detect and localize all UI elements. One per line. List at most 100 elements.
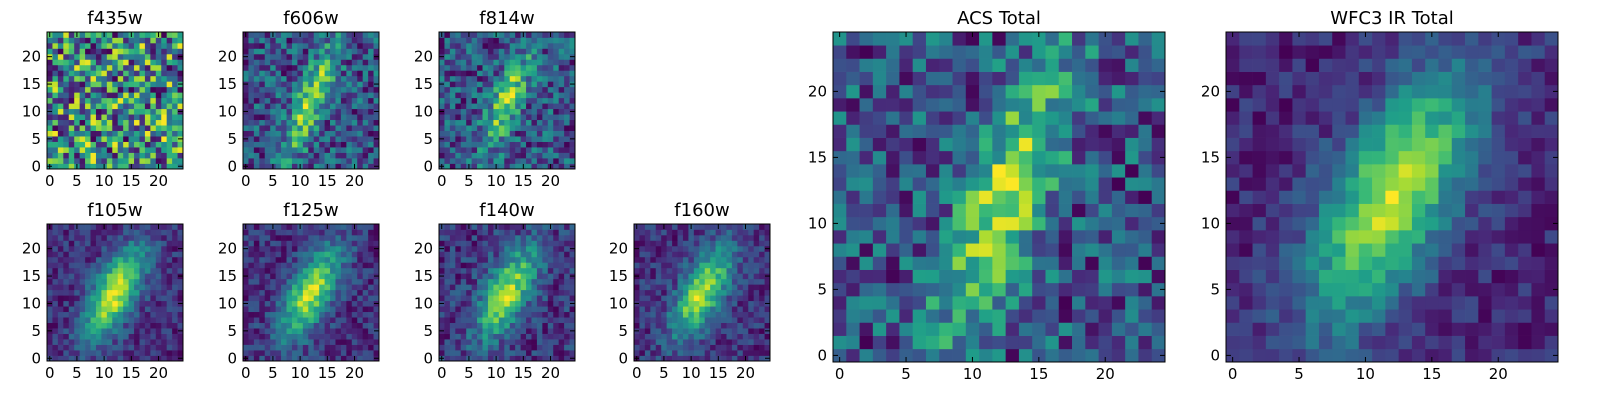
heatmap-cell (536, 355, 543, 362)
heatmap-cell (90, 114, 97, 121)
heatmap-cell (833, 203, 847, 218)
heatmap-cell (128, 295, 135, 302)
heatmap-cell (449, 311, 456, 318)
heatmap-cell (471, 306, 478, 313)
heatmap-cell (308, 163, 315, 170)
heatmap-cell (63, 86, 70, 93)
heatmap-cell (123, 103, 129, 110)
heatmap-cell (351, 300, 358, 307)
heatmap-cell (63, 289, 70, 296)
heatmap-cell (248, 278, 255, 285)
heatmap-cell (460, 37, 467, 44)
heatmap-cell (52, 42, 59, 49)
heatmap-cell (498, 130, 505, 137)
heatmap-cell (259, 119, 266, 126)
heatmap-cell (243, 42, 249, 49)
heatmap-cell (558, 333, 565, 340)
heatmap-cell (313, 339, 320, 345)
heatmap-cell (504, 278, 511, 285)
heatmap-cell (1111, 335, 1126, 350)
heatmap-cell (161, 284, 168, 291)
heatmap-cell (558, 300, 565, 307)
heatmap-cell (128, 75, 135, 82)
heatmap-cell (515, 59, 521, 66)
heatmap-cell (243, 158, 249, 164)
heatmap-cell (302, 289, 309, 296)
heatmap-cell (536, 267, 543, 274)
heatmap-cell (553, 322, 560, 329)
heatmap-cell (471, 97, 478, 104)
heatmap-cell (139, 273, 146, 280)
heatmap-cell (455, 234, 462, 241)
heatmap-cell (313, 322, 320, 329)
heatmap-cell (161, 108, 168, 115)
heatmap-cell (449, 158, 456, 164)
heatmap-cell (477, 344, 483, 351)
heatmap-cell (912, 216, 927, 231)
heatmap-cell (688, 262, 695, 269)
heatmap-cell (466, 256, 472, 263)
heatmap-cell (764, 322, 771, 329)
panel-frame (46, 223, 184, 362)
heatmap-cell (1058, 256, 1073, 270)
heatmap-cell (520, 328, 527, 334)
heatmap-cell (1151, 190, 1166, 204)
heatmap-cell (493, 229, 500, 236)
heatmap-cell (302, 114, 309, 121)
heatmap-cell (764, 344, 771, 351)
heatmap-cell (259, 64, 266, 71)
heatmap-cell (291, 229, 298, 236)
heatmap-cell (515, 300, 521, 307)
heatmap-cell (253, 229, 260, 236)
heatmap-cell (542, 163, 549, 170)
heatmap-cell (297, 306, 304, 313)
heatmap-cell (248, 317, 255, 323)
heatmap-cell (52, 64, 59, 71)
heatmap-cell (101, 130, 108, 137)
heatmap-cell (661, 350, 667, 356)
heatmap-cell (699, 322, 706, 329)
heatmap-cell (925, 216, 940, 231)
heatmap-cell (79, 245, 86, 252)
heatmap-cell (172, 273, 178, 280)
heatmap-cell (1151, 256, 1166, 270)
heatmap-cell (346, 158, 353, 164)
heatmap-cell (536, 103, 543, 110)
heatmap-cell (748, 344, 755, 351)
heatmap-cell (95, 70, 102, 77)
heatmap-cell (1058, 348, 1073, 363)
heatmap-cell (85, 317, 91, 323)
heatmap-cell (715, 251, 722, 258)
panel-title: f140w (479, 200, 534, 221)
heatmap-cell (666, 278, 673, 285)
heatmap-cell (52, 32, 59, 38)
heatmap-cell (68, 81, 75, 88)
heatmap-cell (357, 256, 364, 263)
heatmap-cell (515, 295, 521, 302)
heatmap-cell (693, 344, 700, 351)
heatmap-cell (264, 234, 271, 241)
heatmap-cell (759, 229, 765, 236)
heatmap-cell (155, 37, 162, 44)
heatmap-cell (243, 125, 249, 131)
heatmap-cell (650, 273, 657, 280)
heatmap-cell (112, 306, 119, 313)
heatmap-cell (297, 350, 304, 356)
x-tick-label: 20 (541, 364, 560, 382)
heatmap-cell (531, 278, 538, 285)
heatmap-cell (753, 355, 760, 362)
heatmap-cell (47, 114, 53, 121)
heatmap-cell (150, 59, 157, 66)
heatmap-cell (177, 256, 184, 263)
heatmap-cell (487, 64, 494, 71)
heatmap-cell (259, 42, 266, 49)
heatmap-cell (536, 256, 543, 263)
heatmap-cell (340, 355, 347, 362)
heatmap-cell (482, 152, 489, 159)
heatmap-cell (520, 317, 527, 323)
heatmap-cell (340, 229, 347, 236)
heatmap-cell (449, 108, 456, 115)
heatmap-cell (536, 339, 543, 345)
heatmap-cell (166, 158, 173, 164)
heatmap-cell (693, 256, 700, 263)
